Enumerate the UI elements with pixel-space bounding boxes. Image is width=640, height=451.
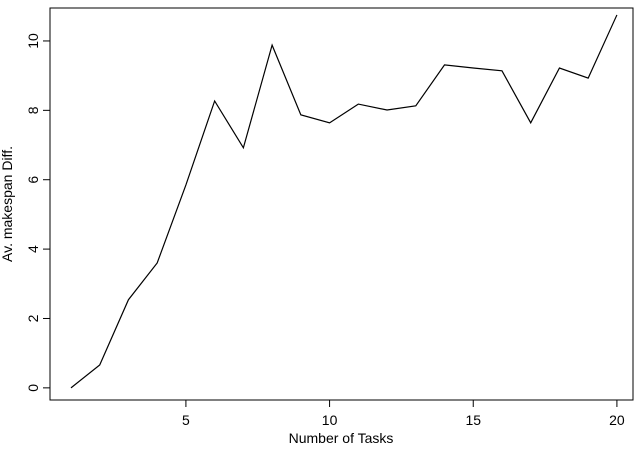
x-tick-label: 5	[182, 412, 190, 428]
x-tick-label: 10	[322, 412, 338, 428]
y-axis-label: Av. makespan Diff.	[0, 146, 15, 262]
y-tick-label: 6	[25, 176, 41, 184]
y-tick-label: 0	[25, 384, 41, 392]
x-tick-label: 15	[465, 412, 481, 428]
plot-frame	[49, 7, 634, 401]
y-tick-label: 8	[25, 106, 41, 114]
y-tick-label: 10	[25, 33, 41, 49]
y-tick-label: 2	[25, 314, 41, 322]
x-tick-label: 20	[609, 412, 625, 428]
y-tick-label: 4	[25, 245, 41, 253]
data-line	[70, 14, 618, 389]
x-axis-label: Number of Tasks	[289, 430, 394, 446]
